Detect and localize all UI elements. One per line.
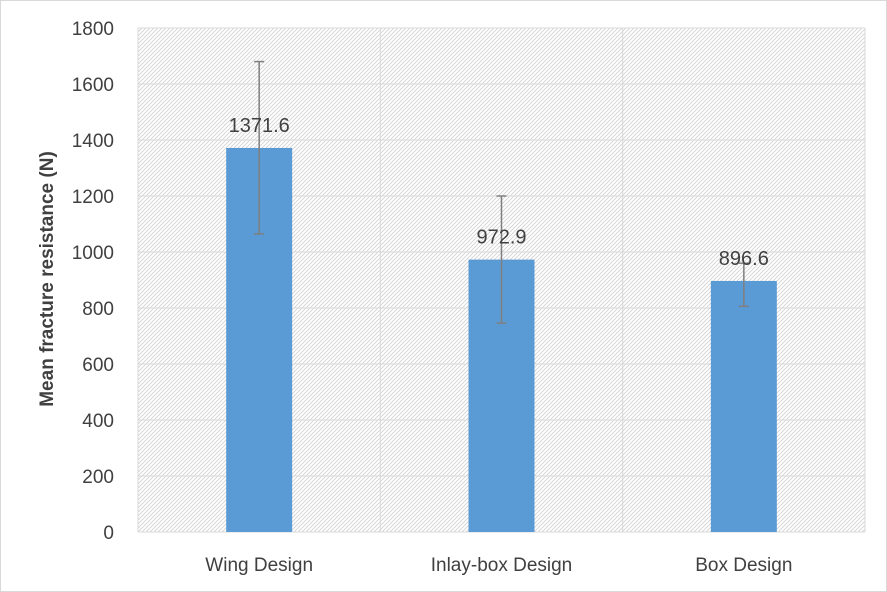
y-tick-label: 0 [103,523,114,544]
y-tick-label: 1200 [72,187,114,208]
x-category-label: Box Design [695,555,792,576]
x-axis-categories: Wing Design Inlay-box Design Box Design [205,555,792,576]
x-category-label: Wing Design [205,555,313,576]
data-labels: 1371.6 972.9 896.6 [229,115,769,270]
bar [710,280,777,532]
data-label: 1371.6 [229,115,290,137]
error-bars [254,60,749,324]
data-label: 972.9 [476,227,526,249]
y-tick-label: 400 [82,411,114,432]
x-category-label: Inlay-box Design [431,555,573,576]
y-tick-label: 800 [82,299,114,320]
y-tick-label: 1800 [72,19,114,40]
y-tick-label: 600 [82,355,114,376]
y-tick-label: 1600 [72,75,114,96]
y-axis-ticks: 0 200 400 600 800 1000 1200 1400 1600 1800 [72,19,114,544]
y-tick-label: 200 [82,467,114,488]
y-tick-label: 1400 [72,131,114,152]
data-label: 896.6 [719,248,769,270]
y-tick-label: 1000 [72,243,114,264]
y-axis-title: Mean fracture resistance (N) [37,151,58,407]
